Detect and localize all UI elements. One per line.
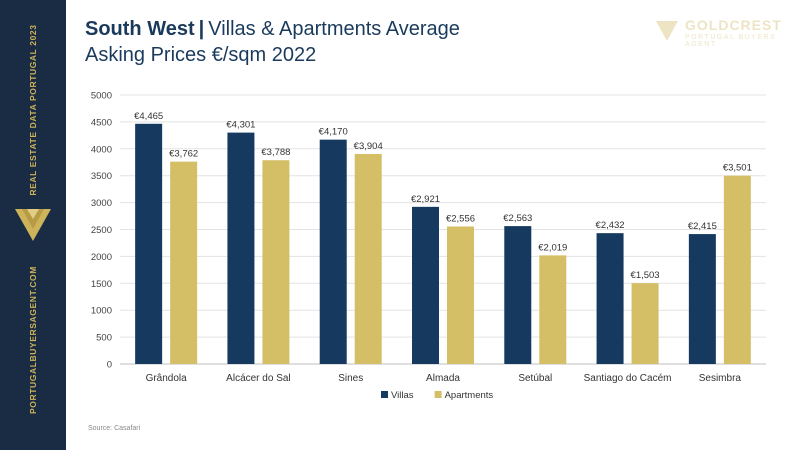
x-tick-label: Setúbal xyxy=(518,373,552,384)
y-tick-label: 1000 xyxy=(91,306,112,317)
bar-apartments xyxy=(354,153,382,364)
data-label: €3,904 xyxy=(354,141,383,152)
data-label: €1,503 xyxy=(631,270,660,281)
bar-apartments xyxy=(447,226,474,364)
data-label: €2,921 xyxy=(411,194,440,205)
legend-label: Villas xyxy=(391,390,414,401)
y-tick-label: 2500 xyxy=(91,225,112,236)
y-tick-label: 1500 xyxy=(91,279,112,290)
goldcrest-logo-icon xyxy=(15,209,51,241)
bar-villas xyxy=(688,234,716,364)
watermark-triangle-icon xyxy=(656,21,678,41)
bar-villas xyxy=(412,206,439,364)
data-label: €3,788 xyxy=(261,147,290,158)
legend-label: Apartments xyxy=(445,390,494,401)
data-label: €2,556 xyxy=(446,213,475,224)
x-tick-label: Sines xyxy=(338,373,363,384)
title-topic: Villas & Apartments Average xyxy=(208,18,460,40)
data-label: €4,170 xyxy=(319,127,348,138)
y-tick-label: 2000 xyxy=(91,252,112,263)
bar-apartments xyxy=(170,161,198,364)
x-tick-label: Alcácer do Sal xyxy=(226,373,290,384)
data-label: €3,501 xyxy=(723,163,752,174)
bar-apartments xyxy=(262,160,290,364)
y-tick-label: 4500 xyxy=(91,117,112,128)
x-tick-label: Almada xyxy=(426,373,460,384)
bar-villas xyxy=(504,226,532,364)
bar-villas xyxy=(596,233,624,364)
bar-apartments xyxy=(631,283,659,364)
watermark-brand: GOLDCREST xyxy=(685,17,782,33)
bar-apartments xyxy=(723,175,751,364)
title-region: South West xyxy=(85,18,195,40)
x-tick-label: Grândola xyxy=(146,373,188,384)
watermark-logo: GOLDCREST PORTUGAL BUYERS AGENT xyxy=(655,17,795,57)
title-separator: | xyxy=(198,18,205,40)
y-tick-label: 3000 xyxy=(91,198,112,209)
sidebar: REAL ESTATE DATA PORTUGAL 2023 PORTUGALB… xyxy=(0,0,66,450)
x-tick-label: Santiago do Cacém xyxy=(584,373,672,384)
source-note: Source: Casafari xyxy=(88,425,141,432)
y-tick-label: 0 xyxy=(107,360,112,371)
y-tick-label: 5000 xyxy=(91,91,112,102)
watermark-tagline: PORTUGAL BUYERS AGENT xyxy=(685,34,777,48)
data-label: €3,762 xyxy=(169,149,198,160)
y-tick-label: 3500 xyxy=(91,171,112,182)
page-title: South West | Villas & Apartments Average xyxy=(85,17,460,41)
data-label: €4,465 xyxy=(134,111,163,122)
page-subtitle: Asking Prices €/sqm 2022 xyxy=(85,44,317,66)
data-label: €2,563 xyxy=(503,213,532,224)
data-label: €2,019 xyxy=(538,242,567,253)
legend-swatch-villas xyxy=(381,391,388,398)
y-tick-label: 4000 xyxy=(91,144,112,155)
data-label: €2,432 xyxy=(596,220,625,231)
legend-swatch-apartments xyxy=(434,391,442,398)
data-label: €4,301 xyxy=(226,120,255,131)
data-label: €2,415 xyxy=(688,221,717,232)
y-tick-label: 500 xyxy=(96,333,112,344)
bar-villas xyxy=(319,139,347,364)
bar-apartments xyxy=(539,255,567,364)
bar-villas xyxy=(135,123,163,365)
x-tick-label: Sesimbra xyxy=(699,373,742,384)
bar-villas xyxy=(227,132,255,364)
